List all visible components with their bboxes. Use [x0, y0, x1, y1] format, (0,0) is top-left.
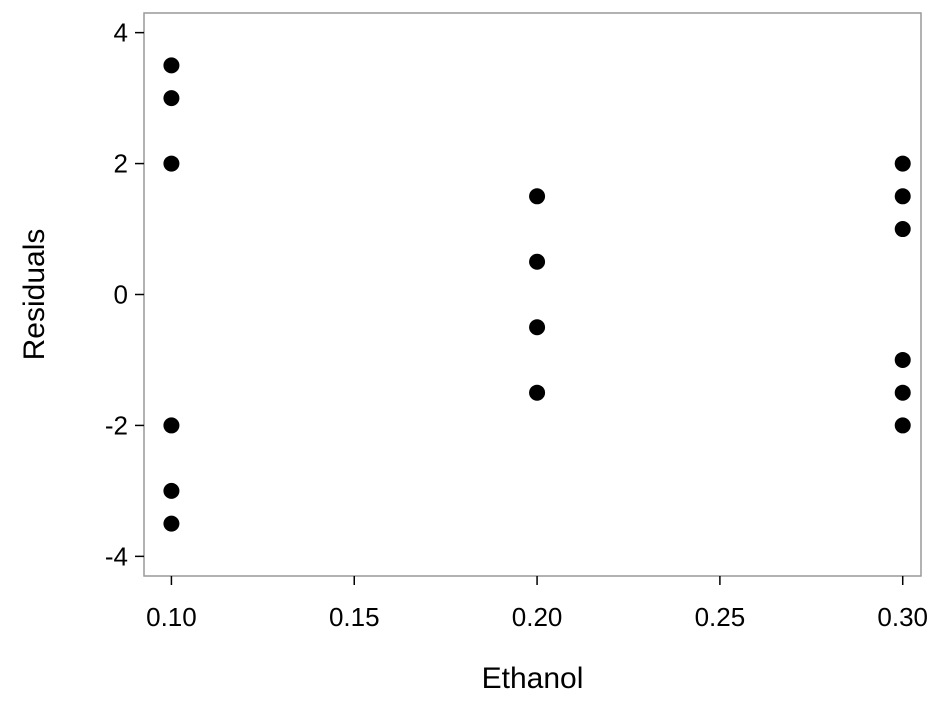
- data-point: [529, 253, 546, 270]
- data-point: [163, 482, 180, 499]
- data-points: [163, 57, 911, 532]
- y-tick-label: -2: [105, 410, 128, 440]
- data-point: [529, 188, 546, 205]
- data-point: [894, 155, 911, 172]
- y-tick-label: 4: [114, 18, 128, 48]
- y-axis: -4 -2 0 2 4: [105, 18, 144, 571]
- x-axis: 0.10 0.15 0.20 0.25 0.30: [146, 576, 928, 632]
- x-tick-label: 0.30: [877, 602, 928, 632]
- data-point: [894, 417, 911, 434]
- data-point: [529, 384, 546, 401]
- data-point: [163, 515, 180, 532]
- data-point: [894, 188, 911, 205]
- data-point: [163, 90, 180, 107]
- x-tick-label: 0.10: [146, 602, 197, 632]
- x-tick-label: 0.20: [512, 602, 563, 632]
- data-point: [163, 155, 180, 172]
- x-tick-label: 0.25: [695, 602, 746, 632]
- y-tick-label: 0: [114, 280, 128, 310]
- y-tick-label: 2: [114, 149, 128, 179]
- x-tick-label: 0.15: [329, 602, 380, 632]
- data-point: [529, 319, 546, 336]
- data-point: [163, 57, 180, 74]
- data-point: [163, 417, 180, 434]
- data-point: [894, 351, 911, 368]
- y-axis-title: Residuals: [18, 229, 51, 361]
- data-point: [894, 384, 911, 401]
- x-axis-title: Ethanol: [482, 662, 584, 695]
- y-tick-label: -4: [105, 541, 128, 571]
- data-point: [894, 221, 911, 238]
- plot-frame: [143, 12, 922, 577]
